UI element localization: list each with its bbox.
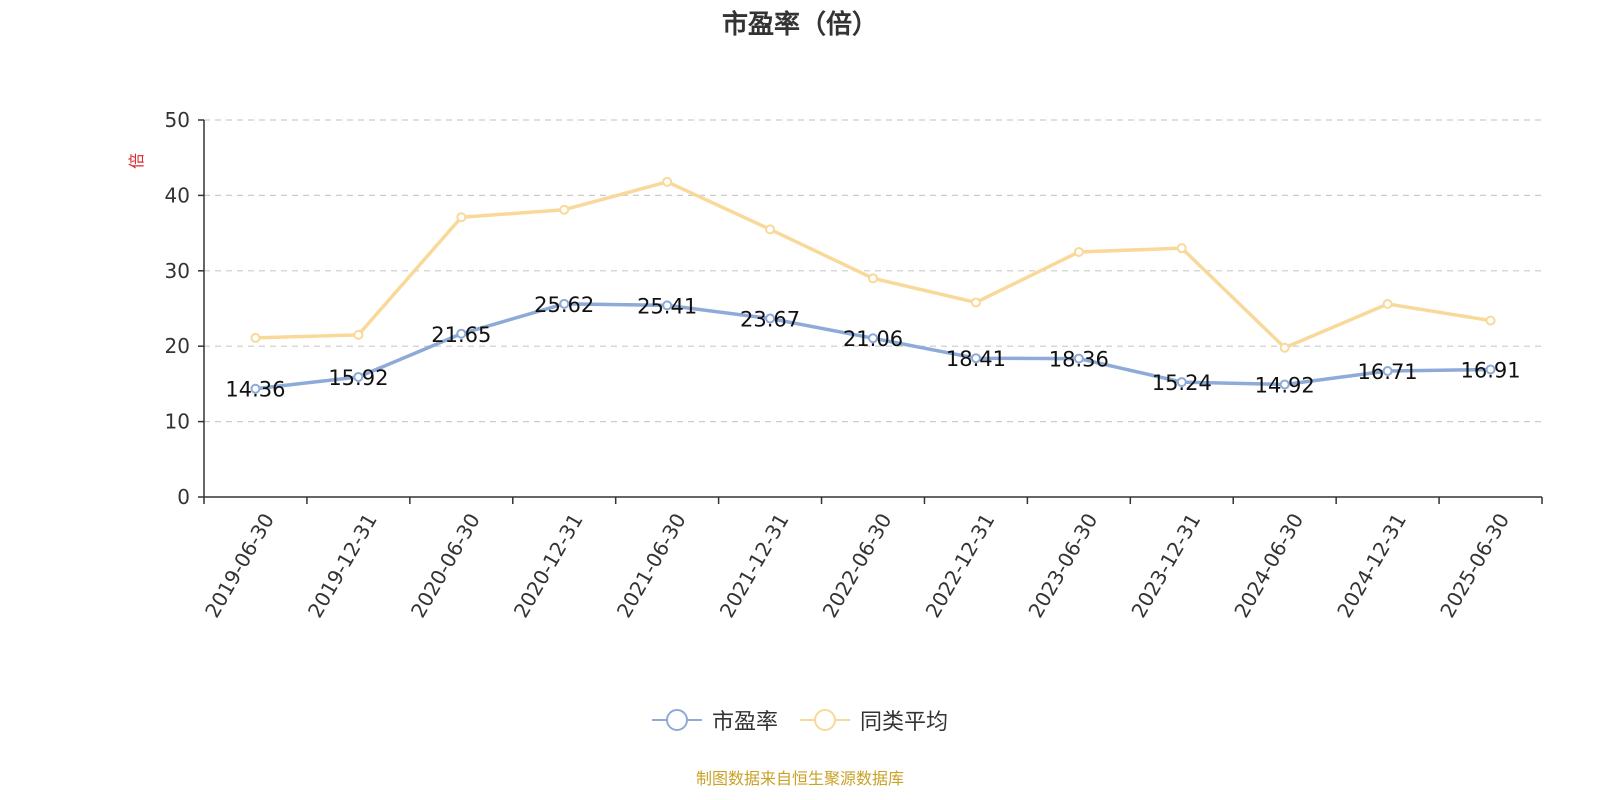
- axes: 0 10 20 30 40 50 2019-06-30 2019-12-31 2020-06-3…: [165, 108, 1543, 622]
- legend-marker-icon: [651, 708, 702, 732]
- y-axis-label: 倍: [127, 153, 146, 169]
- y-tick-label: 20: [165, 334, 190, 358]
- data-point: [1073, 246, 1084, 257]
- legend: 市盈率 同类平均: [0, 704, 1600, 736]
- data-point: [1485, 315, 1496, 326]
- y-tick-label: 40: [165, 183, 190, 207]
- y-tick-label: 0: [177, 485, 190, 509]
- x-tick-label: 2024-12-31: [1332, 509, 1411, 622]
- data-label: 21.06: [843, 327, 903, 351]
- data-point: [868, 333, 878, 344]
- data-label: 18.36: [1049, 348, 1109, 372]
- data-label: 14.36: [225, 378, 285, 402]
- data-point: [1279, 342, 1290, 353]
- data-label: 15.92: [328, 366, 388, 390]
- chart-title: 市盈率（倍）: [721, 10, 878, 40]
- x-tick-label: 2022-12-31: [921, 509, 1000, 622]
- y-tick-label: 50: [165, 108, 190, 132]
- grid-lines: [204, 119, 1542, 423]
- data-label: 23.67: [740, 308, 800, 332]
- x-tick-label: 2025-06-30: [1435, 509, 1514, 622]
- data-point: [353, 371, 364, 382]
- data-point: [868, 273, 878, 284]
- data-point: [765, 313, 776, 324]
- source-note: 制图数据来自恒生聚源数据库: [695, 769, 904, 788]
- x-tick-label: 2023-06-30: [1023, 509, 1102, 622]
- legend-label: 市盈率: [711, 710, 778, 735]
- x-tick-label: 2021-12-31: [715, 509, 794, 622]
- data-label: 18.41: [946, 347, 1006, 371]
- data-label: 21.65: [431, 323, 491, 347]
- x-tick-label: 2023-12-31: [1126, 509, 1205, 622]
- x-tick-label: 2019-06-30: [200, 509, 279, 622]
- data-label: 25.62: [534, 293, 594, 317]
- y-tick-label: 10: [165, 410, 190, 434]
- data-point: [250, 383, 261, 394]
- data-label: 15.24: [1152, 371, 1212, 395]
- data-point: [765, 224, 776, 235]
- data-point: [250, 332, 261, 343]
- data-label: 25.41: [637, 294, 697, 318]
- x-tick-label: 2020-12-31: [509, 509, 588, 622]
- series: [250, 176, 1496, 394]
- x-tick-label: 2022-06-30: [818, 509, 897, 622]
- data-point: [1073, 353, 1084, 364]
- data-point: [456, 328, 467, 339]
- y-tick-label: 30: [165, 259, 190, 283]
- data-point: [1176, 377, 1187, 388]
- legend-item[interactable]: 同类平均: [800, 704, 948, 736]
- data-point: [456, 212, 467, 223]
- data-point: [559, 298, 570, 309]
- data-point: [1382, 366, 1393, 377]
- x-tick-label: 2024-06-30: [1229, 509, 1308, 622]
- data-labels: 14.36 15.92 21.65 25.62 25.41 23.67 21.06 18.41…: [225, 293, 1520, 402]
- data-point: [970, 297, 981, 308]
- legend-label: 同类平均: [860, 710, 949, 735]
- legend-item[interactable]: 市盈率: [651, 704, 778, 736]
- x-tick-label: 2021-06-30: [612, 509, 691, 622]
- data-point: [662, 176, 673, 187]
- data-label: 16.71: [1358, 360, 1418, 384]
- data-point: [1176, 243, 1187, 254]
- data-label: 14.92: [1255, 374, 1315, 398]
- data-label: 16.91: [1460, 358, 1520, 382]
- x-tick-label: 2019-12-31: [303, 509, 382, 622]
- data-point: [1279, 379, 1290, 390]
- data-point: [559, 204, 570, 215]
- data-point: [1382, 298, 1393, 309]
- x-tick-label: 2020-06-30: [406, 509, 485, 622]
- data-point: [970, 353, 981, 364]
- data-point: [353, 329, 364, 340]
- legend-marker-icon: [800, 708, 850, 732]
- data-point: [662, 300, 673, 311]
- data-point: [1485, 364, 1496, 375]
